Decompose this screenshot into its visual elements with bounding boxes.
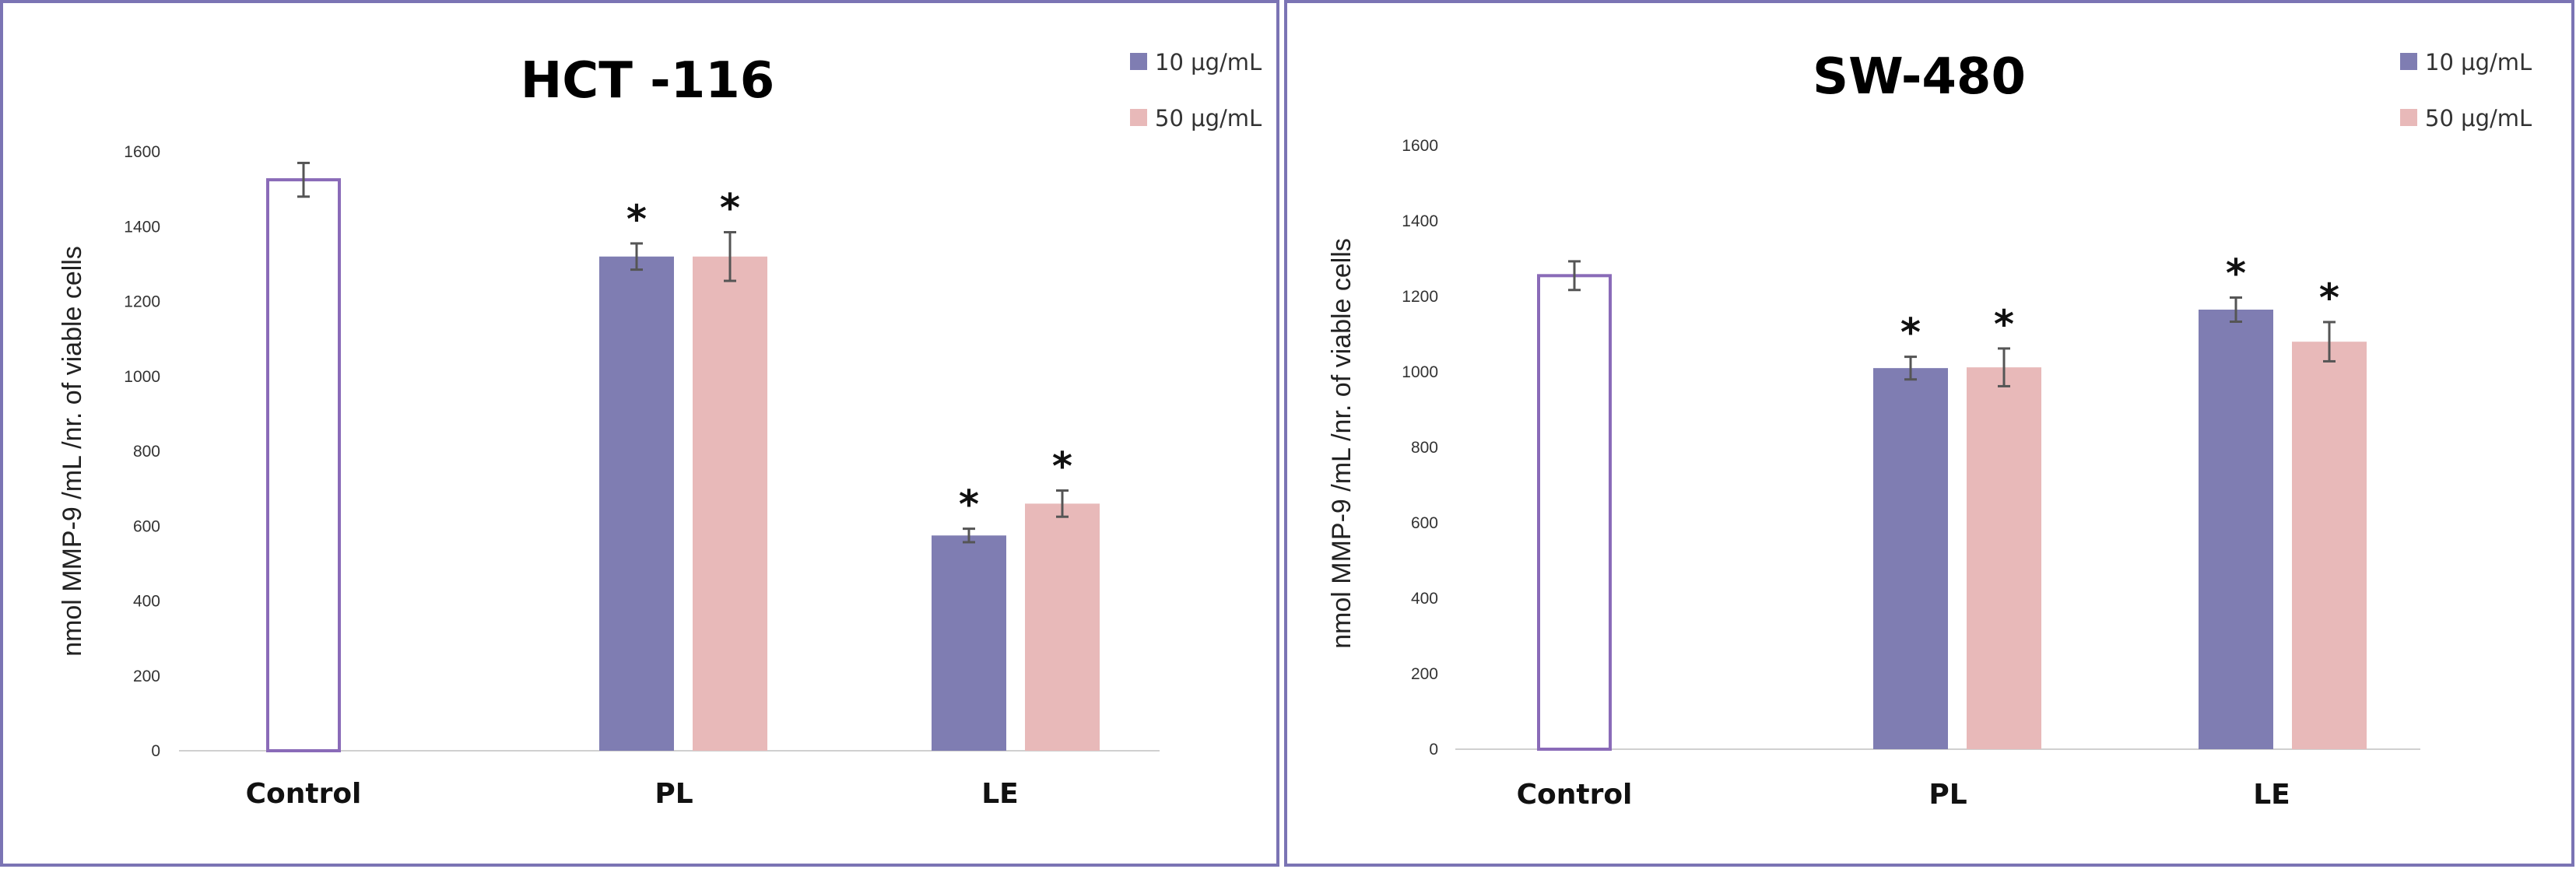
y-tick-label: 1600 (124, 143, 160, 161)
bar-pl-10-g-ml (599, 256, 674, 751)
y-tick-label: 1000 (1402, 363, 1438, 381)
significance-marker: * (2226, 251, 2246, 296)
significance-marker: * (720, 185, 740, 230)
legend-swatch-10 (2400, 53, 2417, 70)
y-tick-label: 800 (133, 443, 160, 461)
bar-control (1537, 274, 1612, 751)
significance-marker: * (1994, 302, 2014, 347)
y-axis-label: nmol MMP-9 /mL /nr. of viable cells (1327, 238, 1356, 649)
bar-le-50-g-ml (1025, 503, 1100, 751)
legend-swatch-50 (1130, 109, 1147, 126)
legend-swatch-10 (1130, 53, 1147, 70)
error-bar-le-10-g-ml (2230, 296, 2242, 323)
chart-title: HCT -116 (521, 52, 775, 110)
y-tick-label: 200 (1411, 665, 1438, 683)
error-bar-pl-50-g-ml (1998, 347, 2010, 387)
y-tick-label: 400 (1411, 590, 1438, 608)
bar-control (266, 178, 341, 752)
significance-marker: * (2319, 275, 2339, 321)
legend-label-10: 10 μg/mL (2425, 49, 2532, 75)
significance-marker: * (626, 197, 647, 242)
legend-label-50: 50 μg/mL (1155, 105, 1262, 131)
y-axis-label: nmol MMP-9 /mL /nr. of viable cells (58, 246, 87, 657)
bar-pl-50-g-ml (693, 256, 767, 751)
y-axis-ticks: 0 200 400 600 800 1000 1200 1400 1600 (124, 143, 160, 760)
legend-label-10: 10 μg/mL (1155, 49, 1262, 75)
y-tick-label: 1200 (124, 293, 160, 311)
significance-marker: * (1900, 310, 1921, 356)
category-label-control: Control (246, 778, 362, 810)
y-tick-label: 0 (1429, 741, 1438, 759)
legend: 10 μg/mL 50 μg/mL (1130, 49, 1262, 131)
y-tick-label: 600 (1411, 514, 1438, 532)
panel-hct116: HCT -116 nmol MMP-9 /mL /nr. of viable c… (0, 0, 1279, 867)
bars: * * * * (1537, 251, 2367, 751)
legend-label-50: 50 μg/mL (2425, 105, 2532, 131)
y-tick-label: 400 (133, 593, 160, 611)
y-tick-label: 1600 (1402, 137, 1438, 155)
category-label-pl: PL (655, 778, 693, 810)
y-tick-label: 600 (133, 517, 160, 535)
category-label-le: LE (981, 778, 1019, 810)
bar-le-10-g-ml (932, 535, 1006, 751)
y-tick-label: 1200 (1402, 288, 1438, 306)
chart-title: SW-480 (1813, 48, 2026, 106)
y-tick-label: 1400 (1402, 212, 1438, 230)
x-axis-categories: Control PL LE (1517, 779, 2290, 811)
error-bar-le-50-g-ml (2323, 321, 2336, 363)
y-tick-label: 200 (133, 668, 160, 685)
bar-le-10-g-ml (2199, 309, 2273, 750)
bar-pl-10-g-ml (1873, 368, 1948, 749)
error-bar-le-50-g-ml (1056, 489, 1069, 518)
error-bar-pl-50-g-ml (724, 230, 736, 282)
category-label-pl: PL (1928, 779, 1967, 811)
significance-marker: * (959, 482, 979, 527)
significance-marker: * (1052, 444, 1072, 489)
error-bar-pl-10-g-ml (1904, 356, 1917, 381)
bars: * * * * (266, 161, 1100, 752)
category-label-control: Control (1517, 779, 1633, 811)
bar-le-50-g-ml (2292, 342, 2367, 749)
error-bar-control (1568, 260, 1581, 292)
y-axis-ticks: 0 200 400 600 800 1000 1200 1400 1600 (1402, 137, 1438, 759)
panel-sw480: SW-480 nmol MMP-9 /mL /nr. of viable cel… (1284, 0, 2574, 867)
y-tick-label: 1000 (124, 368, 160, 386)
y-tick-label: 0 (151, 742, 160, 760)
category-label-le: LE (2253, 779, 2290, 811)
y-tick-label: 1400 (124, 218, 160, 236)
legend-swatch-50 (2400, 109, 2417, 126)
x-axis-categories: Control PL LE (246, 778, 1019, 810)
legend: 10 μg/mL 50 μg/mL (2400, 49, 2532, 131)
bar-pl-50-g-ml (1967, 367, 2041, 749)
error-bar-le-10-g-ml (963, 527, 975, 544)
error-bar-control (297, 161, 310, 198)
y-tick-label: 800 (1411, 439, 1438, 457)
error-bar-pl-10-g-ml (630, 242, 643, 272)
